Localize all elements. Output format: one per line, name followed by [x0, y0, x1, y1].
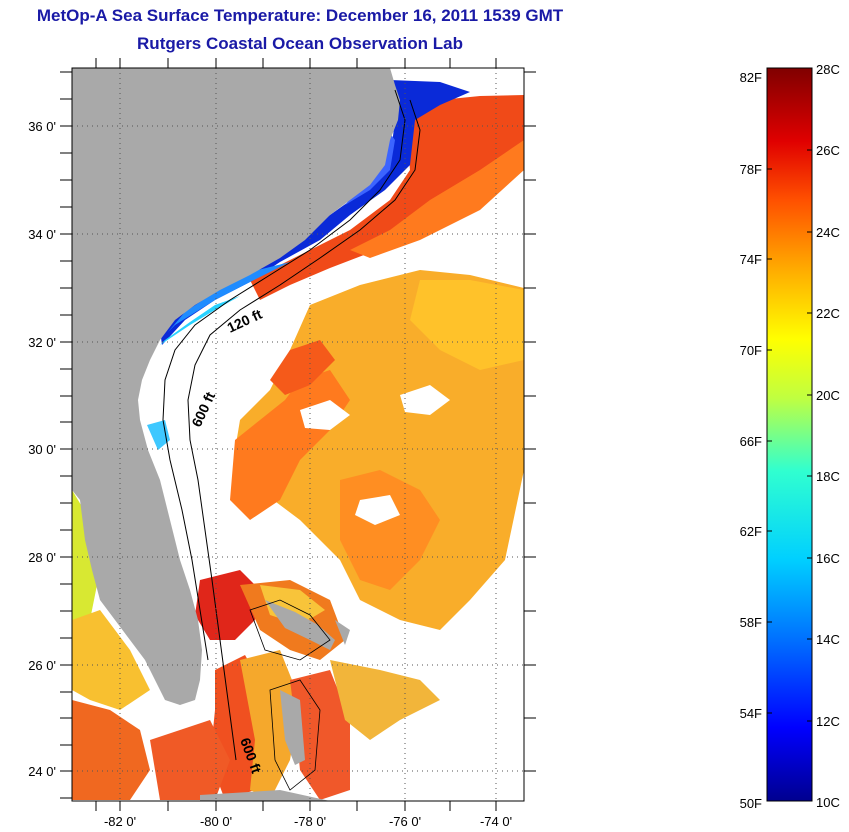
- lon-label: -82 0': [104, 814, 136, 829]
- map-subtitle: Rutgers Coastal Ocean Observation Lab: [137, 34, 463, 53]
- colorbar-f-label: 82F: [740, 70, 762, 85]
- gulf-of-mexico-sst: [72, 490, 100, 640]
- lon-label: -74 0': [480, 814, 512, 829]
- colorbar-c-label: 28C: [816, 62, 840, 77]
- gridlines: [72, 68, 524, 801]
- colorbar-c-label: 10C: [816, 795, 840, 810]
- lat-label: 24 0': [28, 764, 56, 779]
- colorbar-c-label: 14C: [816, 632, 840, 647]
- contour-600ft: [187, 99, 421, 761]
- colorbar-f-label: 54F: [740, 706, 762, 721]
- map-title: MetOp-A Sea Surface Temperature: Decembe…: [36, 6, 564, 25]
- lat-label: 26 0': [28, 658, 56, 673]
- land-us-southeast: [72, 68, 400, 705]
- colorbar-c-label: 24C: [816, 225, 840, 240]
- colorbar-c-label: 16C: [816, 551, 840, 566]
- colorbar-ticks: [767, 149, 812, 722]
- lon-label: -76 0': [389, 814, 421, 829]
- lat-label: 36 0': [28, 119, 56, 134]
- colorbar-c-label: 22C: [816, 306, 840, 321]
- map-frame: [71, 67, 525, 802]
- colorbar-f-label: 50F: [740, 796, 762, 811]
- lat-label: 32 0': [28, 335, 56, 350]
- lat-label: 34 0': [28, 227, 56, 242]
- colorbar-f-label: 78F: [740, 162, 762, 177]
- lon-label: -78 0': [294, 814, 326, 829]
- colorbar-c-label: 12C: [816, 714, 840, 729]
- colorbar-f-label: 70F: [740, 343, 762, 358]
- contour-120ft: [162, 89, 406, 661]
- bahamas-islands: [265, 600, 335, 650]
- colorbar-c-label: 18C: [816, 469, 840, 484]
- lat-label: 30 0': [28, 442, 56, 457]
- colorbar: [766, 67, 813, 802]
- colorbar-f-label: 74F: [740, 252, 762, 267]
- lon-label: -80 0': [200, 814, 232, 829]
- lat-label: 28 0': [28, 550, 56, 565]
- colorbar-f-label: 62F: [740, 524, 762, 539]
- colorbar-c-label: 20C: [816, 388, 840, 403]
- colorbar-f-label: 66F: [740, 434, 762, 449]
- colorbar-f-label: 58F: [740, 615, 762, 630]
- axis-ticks: [60, 58, 536, 811]
- gulf-stream-sst: [250, 95, 524, 300]
- land-cuba: [200, 790, 330, 801]
- colorbar-c-label: 26C: [816, 143, 840, 158]
